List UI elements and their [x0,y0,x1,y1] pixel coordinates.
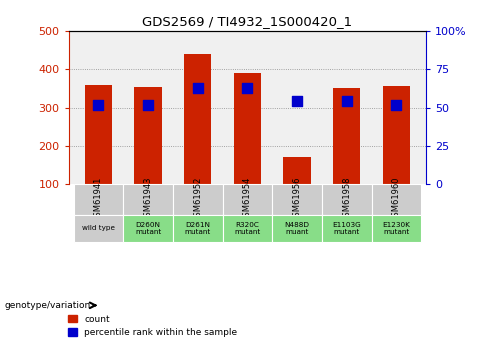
Point [293,98,301,104]
Bar [333,88,361,184]
Bar [123,215,173,242]
Point [95,102,102,107]
Text: N488D
muant: N488D muant [285,222,310,235]
Bar [371,184,421,215]
Bar [272,184,322,215]
Text: GSM61952: GSM61952 [193,177,202,222]
Bar [272,215,322,242]
Bar [383,86,410,184]
Point [244,86,251,91]
Bar [184,54,211,184]
Point [194,86,202,91]
Bar [371,215,421,242]
Bar [322,184,371,215]
Bar [74,215,123,242]
Bar [173,215,222,242]
Bar [284,157,311,184]
Bar [134,87,162,184]
Text: GSM61943: GSM61943 [144,177,152,223]
Bar [123,184,173,215]
Text: genotype/variation: genotype/variation [5,301,91,310]
Point [144,102,152,107]
Text: GSM61960: GSM61960 [392,177,401,223]
Bar [85,85,112,184]
Text: D261N
mutant: D261N mutant [185,222,211,235]
Text: GSM61941: GSM61941 [94,177,103,222]
Text: GSM61954: GSM61954 [243,177,252,222]
Legend: count, percentile rank within the sample: count, percentile rank within the sample [68,315,238,337]
Text: GSM61956: GSM61956 [293,177,302,223]
Text: D260N
mutant: D260N mutant [135,222,161,235]
Bar [322,215,371,242]
Bar [222,184,272,215]
Text: GSM61958: GSM61958 [343,177,351,223]
Text: R320C
mutant: R320C mutant [234,222,261,235]
Text: E1230K
mutant: E1230K mutant [383,222,411,235]
Bar [74,184,123,215]
Bar [173,184,222,215]
Bar [222,215,272,242]
Point [392,102,400,107]
Title: GDS2569 / TI4932_1S000420_1: GDS2569 / TI4932_1S000420_1 [143,16,352,29]
Point [343,98,351,104]
Text: E1103G
mutant: E1103G mutant [332,222,361,235]
Bar [234,73,261,184]
Text: wild type: wild type [82,225,115,231]
